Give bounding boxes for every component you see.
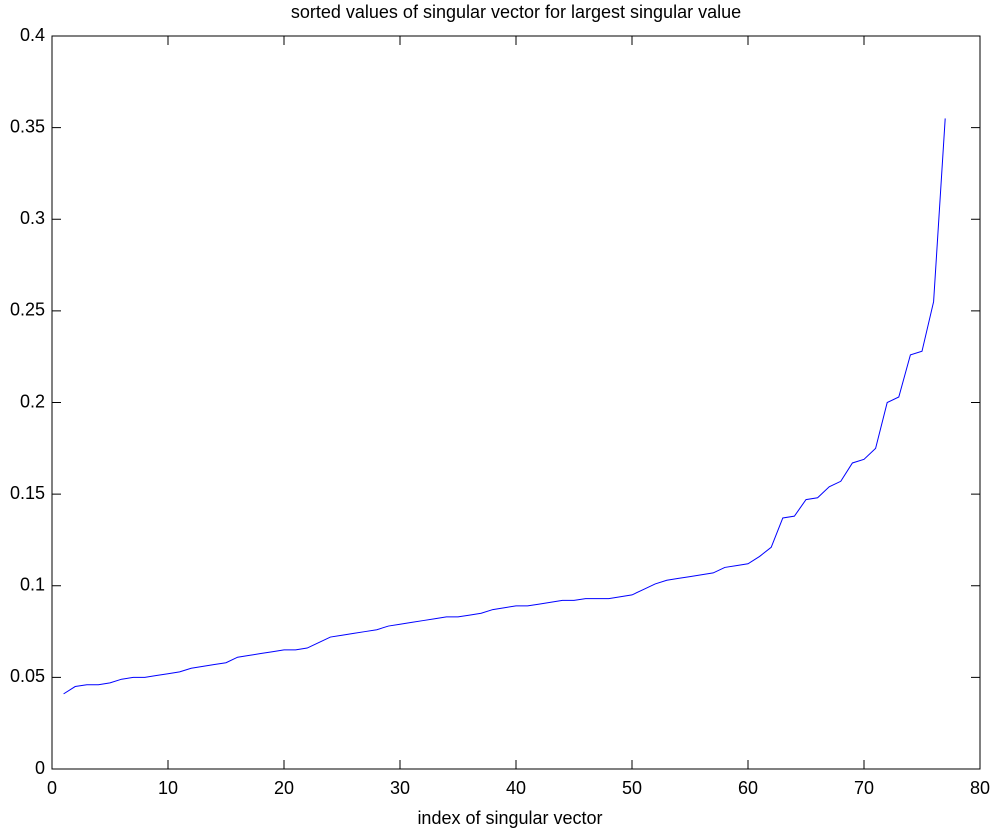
y-tick-label: 0.2 [20,391,45,411]
chart-title: sorted values of singular vector for lar… [291,2,741,22]
x-tick-label: 70 [854,778,874,798]
x-tick-label: 50 [622,778,642,798]
y-tick-label: 0.1 [20,575,45,595]
y-tick-label: 0.05 [10,666,45,686]
y-tick-label: 0.4 [20,25,45,45]
data-line [63,118,946,695]
x-tick-label: 0 [47,778,57,798]
x-tick-label: 60 [738,778,758,798]
x-tick-label: 30 [390,778,410,798]
x-tick-label: 10 [158,778,178,798]
y-tick-label: 0.15 [10,483,45,503]
y-tick-label: 0.25 [10,300,45,320]
x-tick-label: 20 [274,778,294,798]
y-tick-label: 0 [35,758,45,778]
y-tick-label: 0.3 [20,208,45,228]
y-tick-label: 0.35 [10,116,45,136]
x-tick-label: 80 [970,778,990,798]
x-axis-label: index of singular vector [417,808,602,828]
x-tick-label: 40 [506,778,526,798]
